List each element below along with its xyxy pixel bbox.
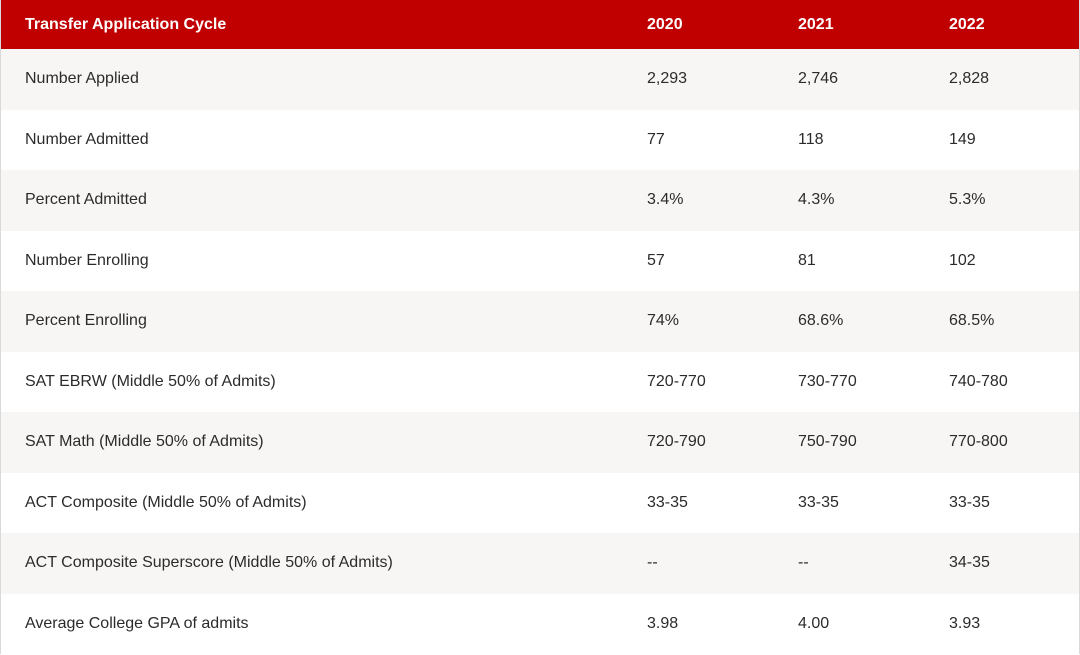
row-label: SAT EBRW (Middle 50% of Admits) <box>25 372 276 390</box>
cell-2021: 118 <box>798 130 824 148</box>
header-year-2021: 2021 <box>798 15 834 33</box>
header-year-2020: 2020 <box>647 15 683 33</box>
table-row: SAT Math (Middle 50% of Admits) 720-790 … <box>1 412 1079 473</box>
cell-2022: 102 <box>949 251 976 269</box>
cell-2022: 2,828 <box>949 70 990 88</box>
table-row: Number Enrolling 57 81 102 <box>1 230 1079 291</box>
table-body: Number Applied 2,293 2,746 2,828 Number … <box>1 49 1079 654</box>
table-header: Transfer Application Cycle 2020 2021 202… <box>1 0 1079 49</box>
cell-2022: 740-780 <box>949 372 1008 390</box>
cell-2021: 750-790 <box>798 433 857 451</box>
cell-2021: 2,746 <box>798 70 839 88</box>
cell-2022: 5.3% <box>949 191 986 209</box>
row-label: ACT Composite Superscore (Middle 50% of … <box>25 554 393 572</box>
table-row: Percent Enrolling 74% 68.6% 68.5% <box>1 291 1079 352</box>
cell-2020: 74% <box>647 312 680 330</box>
cell-2022: 33-35 <box>949 493 990 511</box>
cell-2022: 770-800 <box>949 433 1008 451</box>
table-row: ACT Composite (Middle 50% of Admits) 33-… <box>1 472 1079 533</box>
cell-2021: 33-35 <box>798 493 839 511</box>
cell-2020: 2,293 <box>647 70 688 88</box>
row-label: Percent Admitted <box>25 191 147 209</box>
cell-2022: 68.5% <box>949 312 995 330</box>
row-label: ACT Composite (Middle 50% of Admits) <box>25 493 307 511</box>
cell-2020: 33-35 <box>647 493 688 511</box>
row-label: Percent Enrolling <box>25 312 147 330</box>
cell-2022: 149 <box>949 130 976 148</box>
cell-2022: 3.93 <box>949 614 981 632</box>
cell-2021: 4.00 <box>798 614 830 632</box>
table-row: SAT EBRW (Middle 50% of Admits) 720-770 … <box>1 351 1079 412</box>
row-label: Number Enrolling <box>25 251 149 269</box>
cell-2021: 81 <box>798 251 816 269</box>
cell-2020: 3.98 <box>647 614 679 632</box>
header-cycle-label: Transfer Application Cycle <box>25 15 227 33</box>
table-row: Number Admitted 77 118 149 <box>1 109 1079 170</box>
table-row: Average College GPA of admits 3.98 4.00 … <box>1 593 1079 654</box>
row-label: SAT Math (Middle 50% of Admits) <box>25 433 264 451</box>
header-row: Transfer Application Cycle 2020 2021 202… <box>1 0 1079 49</box>
cell-2020: 77 <box>647 130 665 148</box>
cell-2020: 57 <box>647 251 665 269</box>
table-row: ACT Composite Superscore (Middle 50% of … <box>1 533 1079 594</box>
cell-2020: 720-770 <box>647 372 706 390</box>
cell-2020: 3.4% <box>647 191 684 209</box>
row-label: Number Applied <box>25 70 139 88</box>
row-label: Number Admitted <box>25 130 149 148</box>
cell-2021: 4.3% <box>798 191 835 209</box>
cell-2021: 730-770 <box>798 372 857 390</box>
table-row: Number Applied 2,293 2,746 2,828 <box>1 49 1079 110</box>
cell-2021: 68.6% <box>798 312 844 330</box>
table-row: Percent Admitted 3.4% 4.3% 5.3% <box>1 170 1079 231</box>
cell-2020: 720-790 <box>647 433 706 451</box>
cell-2022: 34-35 <box>949 554 990 572</box>
row-label: Average College GPA of admits <box>25 614 249 632</box>
cell-2020: -- <box>647 554 658 572</box>
header-year-2022: 2022 <box>949 15 985 33</box>
cell-2021: -- <box>798 554 809 572</box>
